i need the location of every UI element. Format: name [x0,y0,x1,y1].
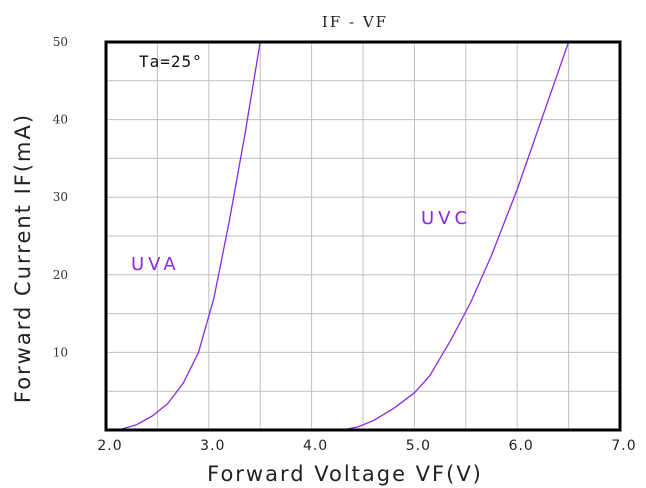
x-tick-label-2.0: 2.0 [97,438,122,454]
chart-title: IF - VF [322,13,388,31]
y-tick-label-30: 30 [53,190,68,204]
y-axis-label: Forward Current IF(mA) [11,113,35,403]
series-line-uvc [106,41,570,431]
series-line-uva [105,41,261,431]
y-tick-label-10: 10 [53,345,68,359]
series-lines [105,41,570,431]
x-tick-label-4.0: 4.0 [303,438,328,454]
temperature-annotation: Ta=25° [139,52,203,71]
y-tick-label-20: 20 [53,268,68,282]
x-axis-label: Forward Voltage VF(V) [207,462,483,486]
x-tick-label-7.0: 7.0 [611,438,636,454]
x-tick-label-6.0: 6.0 [509,438,534,454]
y-tick-label-50: 50 [53,35,68,49]
y-tick-labels: 10 20 30 40 50 [53,35,68,359]
series-label-uvc: UVC [421,208,471,229]
plot-frame [104,40,622,432]
grid [106,42,620,430]
y-tick-label-40: 40 [53,113,68,127]
x-tick-label-3.0: 3.0 [200,438,225,454]
x-tick-labels: 2.0 3.0 4.0 5.0 6.0 7.0 [97,438,636,454]
series-label-uva: UVA [131,254,180,275]
x-tick-label-5.0: 5.0 [406,438,431,454]
